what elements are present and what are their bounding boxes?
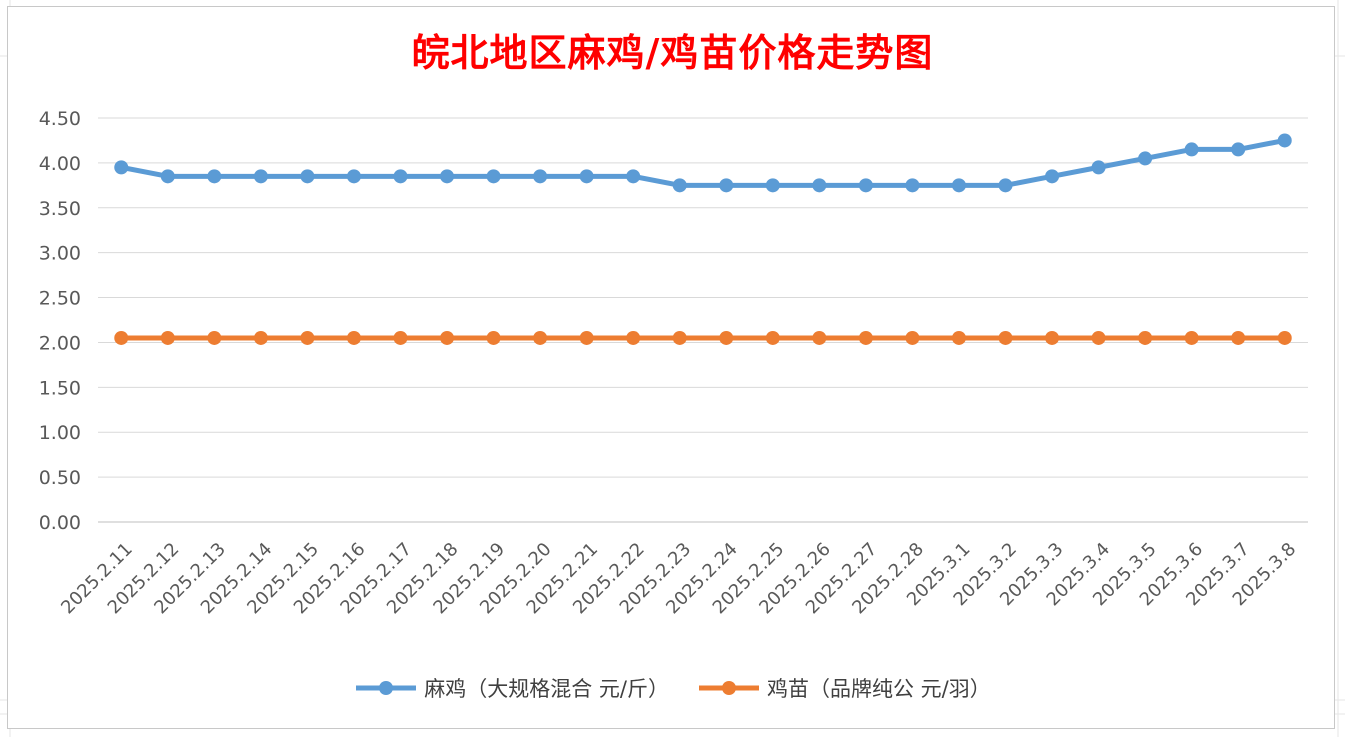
series-2-point <box>393 330 408 345</box>
series-2-point <box>440 330 455 345</box>
series-1-point <box>858 178 873 193</box>
series-1-point <box>160 169 175 184</box>
series-2-point <box>1138 330 1153 345</box>
series-1-point <box>905 178 920 193</box>
y-tick-label: 0.50 <box>39 467 81 489</box>
series-2-point <box>812 330 827 345</box>
series-2-point <box>905 330 920 345</box>
series-2-point <box>253 330 268 345</box>
series-1-point <box>672 178 687 193</box>
legend-item-series-1: 麻鸡（大规格混合 元/斤） <box>354 673 669 703</box>
y-tick-label: 4.00 <box>39 153 81 175</box>
series-1-point <box>1091 160 1106 175</box>
series-1-point <box>719 178 734 193</box>
series-2-point <box>1045 330 1060 345</box>
series-1-point <box>1277 133 1292 148</box>
series-2-point <box>346 330 361 345</box>
series-2-point <box>1091 330 1106 345</box>
y-tick-label: 3.50 <box>39 198 81 220</box>
y-tick-label: 1.00 <box>39 422 81 444</box>
legend: 麻鸡（大规格混合 元/斤） 鸡苗（品牌纯公 元/羽） <box>0 673 1345 703</box>
series-2-point <box>626 330 641 345</box>
series-2-point <box>719 330 734 345</box>
y-tick-label: 1.50 <box>39 377 81 399</box>
series-1-point <box>626 169 641 184</box>
series-2-point <box>1184 330 1199 345</box>
legend-label-series-2: 鸡苗（品牌纯公 元/羽） <box>767 677 991 701</box>
series-1-point <box>812 178 827 193</box>
series-1-point <box>207 169 222 184</box>
series-1-point <box>440 169 455 184</box>
series-2-point <box>858 330 873 345</box>
series-1-point <box>579 169 594 184</box>
series-2-point <box>114 330 129 345</box>
series-2-point <box>533 330 548 345</box>
series-2-point <box>672 330 687 345</box>
series-2-point <box>300 330 315 345</box>
series-1-point <box>1231 142 1246 157</box>
y-tick-label: 2.00 <box>39 332 81 354</box>
series-2-point <box>1231 330 1246 345</box>
series-1-point <box>1184 142 1199 157</box>
y-tick-label: 0.00 <box>39 512 81 534</box>
y-tick-label: 3.00 <box>39 243 81 265</box>
series-1-point <box>765 178 780 193</box>
y-tick-label: 4.50 <box>39 108 81 130</box>
series-1-point <box>346 169 361 184</box>
series-1-point <box>1045 169 1060 184</box>
series-1-line <box>118 137 1288 188</box>
series-1-point <box>114 160 129 175</box>
legend-marker-series-1 <box>356 681 417 695</box>
series-1-point <box>951 178 966 193</box>
series-2-point <box>951 330 966 345</box>
series-2-point <box>579 330 594 345</box>
chart-title: 皖北地区麻鸡/鸡苗价格走势图 <box>411 30 934 75</box>
series-2-point <box>765 330 780 345</box>
series-1-point <box>1138 151 1153 166</box>
chart-area[interactable] <box>7 6 1335 729</box>
series-2-point <box>998 330 1013 345</box>
series-1-point <box>300 169 315 184</box>
series-1-point <box>253 169 268 184</box>
series-1-point <box>393 169 408 184</box>
legend-marker-series-2 <box>699 681 759 695</box>
series-1-point <box>998 178 1013 193</box>
y-tick-label: 2.50 <box>39 288 81 310</box>
series-1-point <box>486 169 501 184</box>
series-2-point <box>160 330 175 345</box>
series-2-point <box>1277 330 1292 345</box>
series-1-point <box>533 169 548 184</box>
series-2-point <box>486 330 501 345</box>
legend-item-series-2: 鸡苗（品牌纯公 元/羽） <box>697 673 991 703</box>
series-2-point <box>207 330 222 345</box>
legend-label-series-1: 麻鸡（大规格混合 元/斤） <box>424 677 669 701</box>
